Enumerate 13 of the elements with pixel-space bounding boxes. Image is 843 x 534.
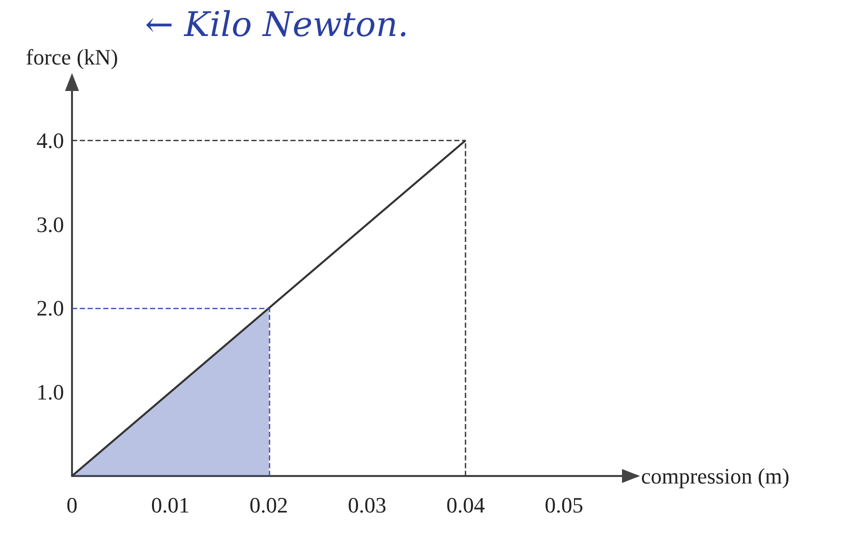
x-tick-label: 0.04 xyxy=(446,492,485,518)
y-tick-label: 3.0 xyxy=(36,212,64,237)
y-tick-label: 1.0 xyxy=(36,380,64,405)
x-tick-label: 0 xyxy=(66,492,78,518)
x-axis-title: compression (m) xyxy=(641,464,790,488)
x-tick-label: 0.05 xyxy=(544,492,584,518)
x-tick-label: 0.01 xyxy=(151,492,190,518)
x-tick-label: 0.02 xyxy=(250,492,288,518)
y-tick-label: 2.0 xyxy=(36,296,64,321)
y-tick-label: 4.0 xyxy=(36,128,64,153)
y-axis-title: force (kN) xyxy=(26,44,118,70)
x-tick-label: 0.03 xyxy=(348,492,386,518)
text: ← Kilo Newton. xyxy=(145,5,409,45)
